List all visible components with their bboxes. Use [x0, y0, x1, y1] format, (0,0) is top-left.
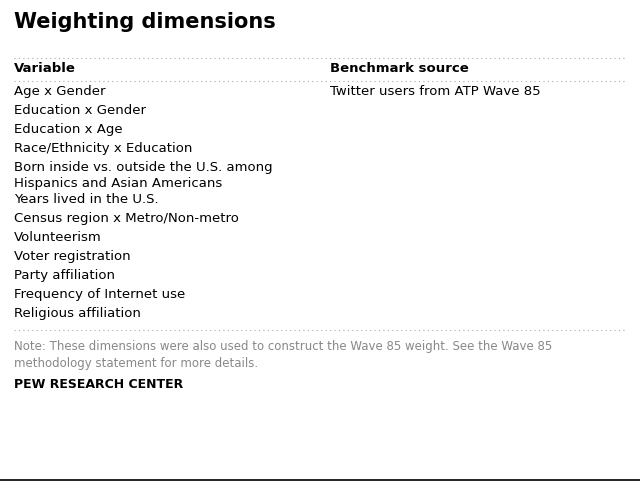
Text: Benchmark source: Benchmark source — [330, 62, 468, 75]
Text: Religious affiliation: Religious affiliation — [14, 307, 141, 320]
Text: Census region x Metro/Non-metro: Census region x Metro/Non-metro — [14, 212, 239, 225]
Text: Years lived in the U.S.: Years lived in the U.S. — [14, 193, 159, 206]
Text: Born inside vs. outside the U.S. among
Hispanics and Asian Americans: Born inside vs. outside the U.S. among H… — [14, 161, 273, 190]
Text: Volunteerism: Volunteerism — [14, 231, 102, 244]
Text: Race/Ethnicity x Education: Race/Ethnicity x Education — [14, 142, 193, 155]
Text: Age x Gender: Age x Gender — [14, 85, 106, 98]
Text: Education x Gender: Education x Gender — [14, 104, 146, 117]
Text: Variable: Variable — [14, 62, 76, 75]
Text: Party affiliation: Party affiliation — [14, 269, 115, 282]
Text: PEW RESEARCH CENTER: PEW RESEARCH CENTER — [14, 378, 183, 391]
Text: Note: These dimensions were also used to construct the Wave 85 weight. See the W: Note: These dimensions were also used to… — [14, 340, 552, 370]
Text: Frequency of Internet use: Frequency of Internet use — [14, 288, 186, 301]
Text: Education x Age: Education x Age — [14, 123, 123, 136]
Text: Voter registration: Voter registration — [14, 250, 131, 263]
Text: Weighting dimensions: Weighting dimensions — [14, 12, 276, 32]
Text: Twitter users from ATP Wave 85: Twitter users from ATP Wave 85 — [330, 85, 540, 98]
